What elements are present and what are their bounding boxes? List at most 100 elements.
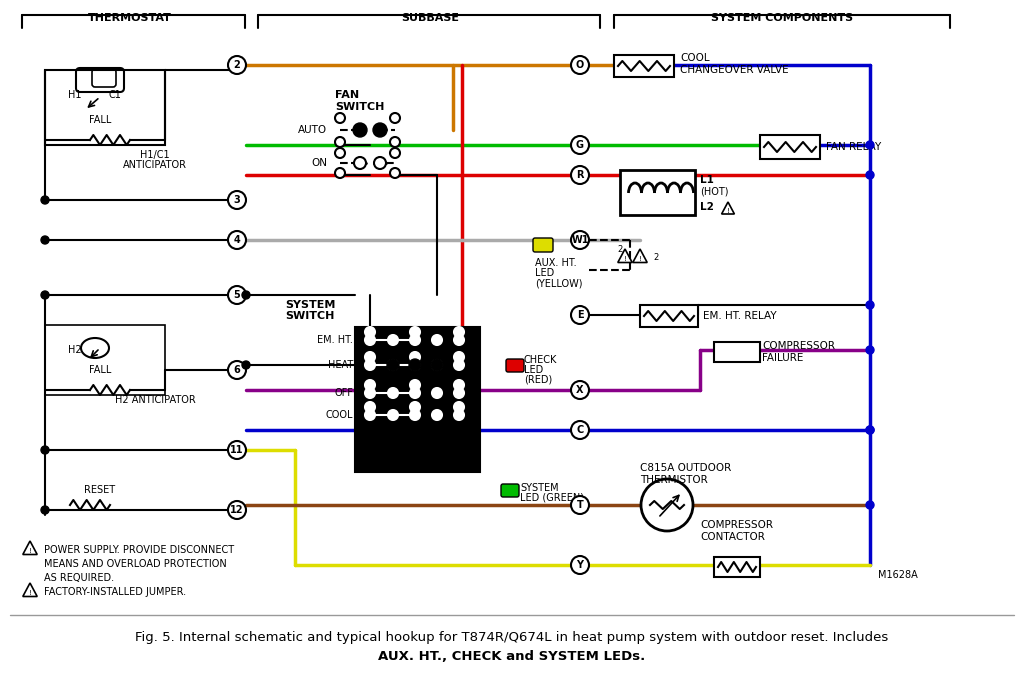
Circle shape bbox=[365, 335, 375, 345]
Circle shape bbox=[454, 402, 464, 412]
Text: 4: 4 bbox=[233, 235, 241, 245]
Circle shape bbox=[410, 335, 420, 345]
Circle shape bbox=[228, 56, 246, 74]
Text: (HOT): (HOT) bbox=[700, 187, 728, 197]
FancyBboxPatch shape bbox=[501, 484, 519, 497]
Text: !: ! bbox=[639, 256, 641, 262]
Circle shape bbox=[365, 380, 375, 390]
Text: H1: H1 bbox=[69, 90, 82, 100]
Text: LED: LED bbox=[524, 365, 544, 375]
Circle shape bbox=[454, 352, 464, 362]
Circle shape bbox=[571, 231, 589, 249]
Bar bbox=[760, 135, 820, 159]
Circle shape bbox=[410, 360, 420, 370]
Text: CHECK: CHECK bbox=[524, 355, 557, 365]
Text: AUX. HT.: AUX. HT. bbox=[535, 258, 577, 268]
Circle shape bbox=[432, 360, 442, 370]
Circle shape bbox=[228, 231, 246, 249]
Text: FACTORY-INSTALLED JUMPER.: FACTORY-INSTALLED JUMPER. bbox=[44, 587, 186, 597]
Circle shape bbox=[242, 291, 250, 299]
Circle shape bbox=[866, 426, 874, 434]
Text: O: O bbox=[575, 60, 584, 70]
Text: 6: 6 bbox=[233, 365, 241, 375]
Circle shape bbox=[390, 148, 400, 158]
Text: EM. HT.: EM. HT. bbox=[317, 335, 353, 345]
Circle shape bbox=[335, 168, 345, 178]
FancyBboxPatch shape bbox=[534, 238, 553, 252]
Circle shape bbox=[387, 359, 399, 371]
Circle shape bbox=[432, 410, 442, 420]
Circle shape bbox=[454, 380, 464, 390]
Circle shape bbox=[388, 410, 398, 420]
Text: T: T bbox=[577, 500, 584, 510]
Circle shape bbox=[354, 157, 366, 169]
FancyBboxPatch shape bbox=[506, 359, 524, 372]
Circle shape bbox=[866, 301, 874, 309]
Circle shape bbox=[410, 327, 420, 337]
Text: SUBBASE: SUBBASE bbox=[401, 13, 459, 23]
Circle shape bbox=[571, 306, 589, 324]
Circle shape bbox=[388, 335, 398, 345]
Text: !: ! bbox=[624, 256, 627, 262]
Circle shape bbox=[571, 136, 589, 154]
Text: FAILURE: FAILURE bbox=[762, 353, 804, 363]
Text: E: E bbox=[577, 310, 584, 320]
Text: FAN RELAY: FAN RELAY bbox=[826, 142, 882, 152]
Text: H2: H2 bbox=[69, 345, 82, 355]
Circle shape bbox=[335, 113, 345, 123]
Text: SYSTEM: SYSTEM bbox=[520, 483, 559, 493]
Text: LED: LED bbox=[535, 268, 554, 278]
Circle shape bbox=[335, 148, 345, 158]
Text: RESET: RESET bbox=[84, 485, 116, 495]
Text: 12: 12 bbox=[230, 505, 244, 515]
Text: G: G bbox=[575, 140, 584, 150]
Text: Y: Y bbox=[577, 560, 584, 570]
Circle shape bbox=[228, 501, 246, 519]
Bar bbox=[714, 557, 760, 577]
Circle shape bbox=[365, 360, 375, 370]
Text: OFF: OFF bbox=[334, 388, 353, 398]
Circle shape bbox=[228, 191, 246, 209]
Text: COMPRESSOR: COMPRESSOR bbox=[762, 341, 835, 351]
Text: (RED): (RED) bbox=[524, 375, 552, 385]
Text: POWER SUPPLY. PROVIDE DISCONNECT
MEANS AND OVERLOAD PROTECTION
AS REQUIRED.: POWER SUPPLY. PROVIDE DISCONNECT MEANS A… bbox=[44, 545, 234, 583]
Circle shape bbox=[41, 506, 49, 514]
Text: !: ! bbox=[29, 590, 32, 596]
Circle shape bbox=[374, 157, 386, 169]
Circle shape bbox=[410, 352, 420, 362]
Circle shape bbox=[353, 123, 367, 137]
Text: C1: C1 bbox=[109, 90, 122, 100]
Circle shape bbox=[365, 402, 375, 412]
Text: C: C bbox=[577, 425, 584, 435]
Circle shape bbox=[454, 360, 464, 370]
Circle shape bbox=[228, 286, 246, 304]
Text: 11: 11 bbox=[230, 445, 244, 455]
Text: !: ! bbox=[29, 548, 32, 554]
Text: CHANGEOVER VALVE: CHANGEOVER VALVE bbox=[680, 65, 788, 75]
Text: 2: 2 bbox=[617, 246, 623, 255]
Circle shape bbox=[228, 441, 246, 459]
Circle shape bbox=[409, 359, 421, 371]
Text: AUX. HT., CHECK and SYSTEM LEDs.: AUX. HT., CHECK and SYSTEM LEDs. bbox=[379, 649, 645, 663]
Circle shape bbox=[866, 141, 874, 149]
Circle shape bbox=[454, 327, 464, 337]
Circle shape bbox=[571, 56, 589, 74]
Circle shape bbox=[410, 410, 420, 420]
Text: ANTICIPATOR: ANTICIPATOR bbox=[123, 160, 187, 170]
Text: THERMOSTAT: THERMOSTAT bbox=[88, 13, 172, 23]
Text: H2 ANTICIPATOR: H2 ANTICIPATOR bbox=[115, 395, 196, 405]
Text: X: X bbox=[577, 385, 584, 395]
Text: SWITCH: SWITCH bbox=[335, 102, 384, 112]
Circle shape bbox=[41, 291, 49, 299]
Circle shape bbox=[866, 426, 874, 434]
Text: SYSTEM: SYSTEM bbox=[285, 300, 335, 310]
Text: 2: 2 bbox=[653, 253, 658, 262]
Text: THERMISTOR: THERMISTOR bbox=[640, 475, 708, 485]
Text: COOL: COOL bbox=[680, 53, 710, 63]
Circle shape bbox=[365, 410, 375, 420]
Text: EM. HT. RELAY: EM. HT. RELAY bbox=[703, 311, 776, 321]
Circle shape bbox=[432, 335, 442, 345]
Circle shape bbox=[365, 352, 375, 362]
Circle shape bbox=[41, 236, 49, 244]
Text: W1: W1 bbox=[571, 235, 589, 245]
